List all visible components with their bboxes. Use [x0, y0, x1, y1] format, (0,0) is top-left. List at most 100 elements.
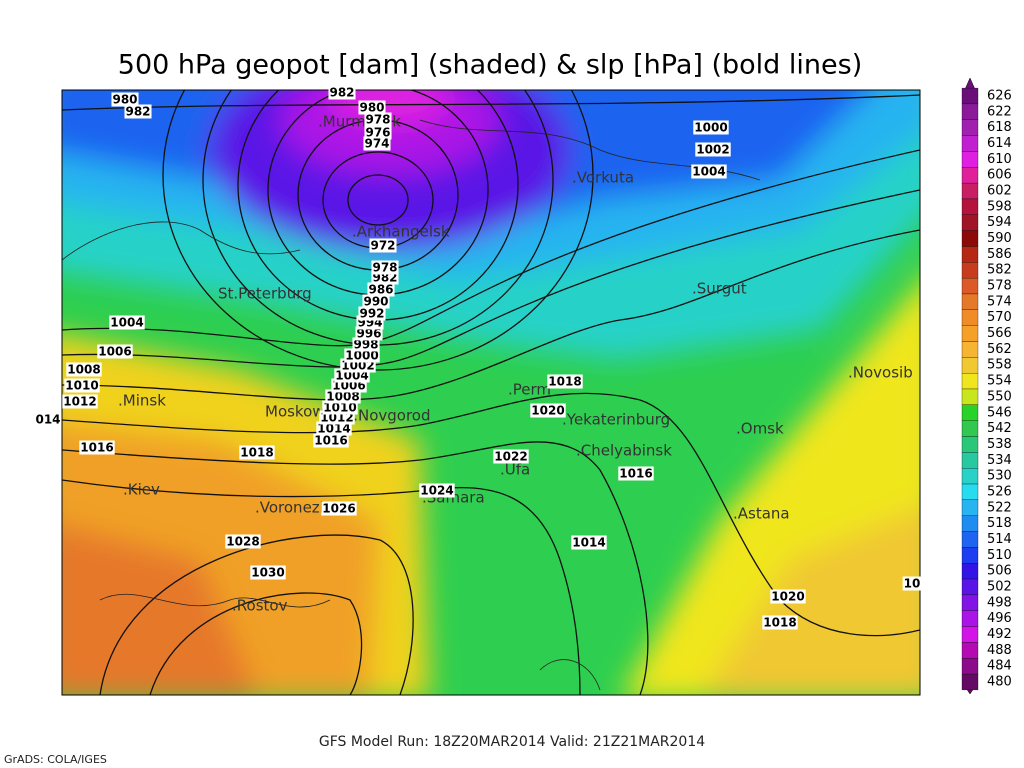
isobar-label-bg — [321, 501, 357, 516]
isobar-label-bg — [34, 412, 62, 427]
colorbar-label: 598 — [987, 199, 1012, 214]
isobar-label: 1028 — [226, 535, 259, 549]
isobar-label-bg — [313, 433, 349, 448]
isobar-label-bg — [358, 306, 386, 321]
isobar-label: 1030 — [251, 566, 284, 580]
isobar-label-bg — [352, 337, 380, 352]
colorbar-label: 566 — [987, 326, 1012, 341]
colorbar-swatch — [961, 578, 979, 596]
colorbar-label: 514 — [987, 532, 1012, 547]
isobar-label-bg — [66, 362, 102, 377]
colorbar-swatch — [961, 151, 979, 168]
colorbar-label: 554 — [987, 374, 1012, 389]
colorbar-swatch — [961, 214, 979, 231]
isobar-label: 1020 — [531, 404, 564, 418]
colorbar-swatch — [961, 309, 979, 326]
isobar-label-bg — [530, 403, 566, 418]
colorbar-label: 578 — [987, 279, 1012, 294]
isobar-label-bg — [693, 120, 729, 135]
colorbar-label: 502 — [987, 579, 1012, 594]
isobar-label: 1016 — [314, 434, 347, 448]
isobar-label-bg — [344, 348, 380, 363]
colorbar-label: 574 — [987, 294, 1012, 309]
isobar-label: 1004 — [692, 165, 725, 179]
isobar-label-bg — [363, 136, 391, 151]
colorbar-label: 538 — [987, 437, 1012, 452]
city-label: .Perm — [508, 381, 551, 399]
colorbar-label: 534 — [987, 453, 1012, 468]
isobar-label: 1022 — [494, 450, 527, 464]
isobar-label: 1006 — [98, 345, 131, 359]
city-label: Moskow — [265, 403, 325, 421]
isobar-label: 1018 — [240, 446, 273, 460]
city-label: .Vorkuta — [572, 169, 634, 187]
isobar-label: 976 — [365, 126, 390, 140]
city-label: .Chelyabinsk — [576, 442, 672, 460]
isobar-label: 1000 — [694, 121, 727, 135]
isobar-label: 992 — [359, 307, 384, 321]
isobar-label: 990 — [363, 295, 388, 309]
colorbar-label: 484 — [987, 659, 1012, 674]
colorbar-label: 562 — [987, 342, 1012, 357]
colorbar-swatch — [961, 373, 979, 390]
colorbar-swatch — [961, 547, 979, 564]
isobar-label-bg — [691, 164, 727, 179]
city-label: .Voronezh — [255, 499, 329, 517]
colorbar-label: 586 — [987, 247, 1012, 262]
colorbar-label: 530 — [987, 469, 1012, 484]
colorbar-label: 582 — [987, 263, 1012, 278]
colorbar-swatch — [961, 167, 979, 184]
isobar-label: 1024 — [420, 484, 453, 498]
colorbar-swatch — [961, 420, 979, 437]
isobar-label: 1004 — [110, 316, 143, 330]
colorbar-swatch — [961, 468, 979, 485]
colorbar-swatch — [961, 594, 979, 611]
isobar-label: 10 — [904, 577, 921, 591]
colorbar-label: 518 — [987, 516, 1012, 531]
colorbar-label: 506 — [987, 564, 1012, 579]
colorbar-label: 488 — [987, 643, 1012, 658]
isobar-labels: 9809829829809789769749721000100210041004… — [34, 85, 922, 630]
colorbar-swatch — [961, 246, 979, 263]
isobar-label-bg — [364, 112, 392, 127]
city-label: N.Novgorod — [342, 407, 431, 425]
isobar-label-bg — [770, 589, 806, 604]
isobar-label-bg — [97, 344, 133, 359]
isobar-label-bg — [322, 400, 358, 415]
isobar-label: 1008 — [326, 390, 359, 404]
city-label: St.Peterburg — [218, 285, 312, 303]
isobar-label: 986 — [368, 283, 393, 297]
colorbar-label: 496 — [987, 611, 1012, 626]
colorbar-swatch — [961, 515, 979, 532]
shaded-field — [62, 90, 920, 695]
colorbar-label: 492 — [987, 627, 1012, 642]
colorbar-swatch — [961, 499, 979, 516]
isobar-label-bg — [124, 104, 152, 119]
colorbar-swatch — [961, 341, 979, 358]
isobar-label: 980 — [359, 101, 384, 115]
colorbar-swatch — [961, 642, 979, 659]
credit: GrADS: COLA/IGES — [4, 753, 107, 766]
colorbar-swatch — [961, 103, 979, 120]
colorbar-label: 510 — [987, 548, 1012, 563]
isobar-label-bg — [239, 445, 275, 460]
colorbar-swatch — [961, 404, 979, 421]
colorbar-swatch — [961, 230, 979, 247]
isobar-label: 996 — [356, 327, 381, 341]
isobar-label: 980 — [112, 93, 137, 107]
isobar-label-bg — [111, 92, 139, 107]
isobar-label: 978 — [365, 113, 390, 127]
isobar-label: 1014 — [572, 536, 605, 550]
isobar-label-bg — [362, 294, 390, 309]
colorbar-label: 498 — [987, 595, 1012, 610]
isobar-label: 1000 — [345, 349, 378, 363]
isobar-label-bg — [618, 466, 654, 481]
colorbar-swatch — [961, 182, 979, 200]
isobar-label-bg — [109, 315, 145, 330]
isobar-label-bg — [369, 238, 397, 253]
colorbar-label: 522 — [987, 500, 1012, 515]
colorbar-swatch — [961, 357, 979, 374]
isobar-label-bg — [250, 565, 286, 580]
colorbar-label: 614 — [987, 136, 1012, 151]
